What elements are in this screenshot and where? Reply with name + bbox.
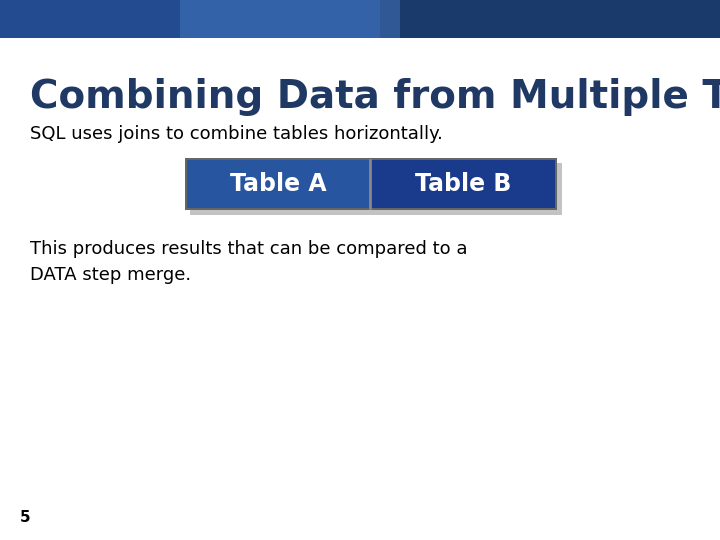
Text: SQL uses joins to combine tables horizontally.: SQL uses joins to combine tables horizon… bbox=[30, 125, 443, 143]
Bar bbox=[190, 163, 562, 215]
Text: Combining Data from Multiple Tables: Combining Data from Multiple Tables bbox=[30, 78, 720, 116]
Bar bbox=[371, 160, 555, 208]
Text: Table A: Table A bbox=[230, 172, 326, 196]
Bar bbox=[180, 0, 400, 38]
Text: Table B: Table B bbox=[415, 172, 511, 196]
Bar bbox=[187, 160, 369, 208]
Bar bbox=[0, 0, 720, 38]
Text: 5: 5 bbox=[20, 510, 31, 525]
Text: This produces results that can be compared to a
DATA step merge.: This produces results that can be compar… bbox=[30, 240, 467, 285]
Bar bbox=[185, 158, 557, 210]
Bar bbox=[0, 0, 380, 38]
